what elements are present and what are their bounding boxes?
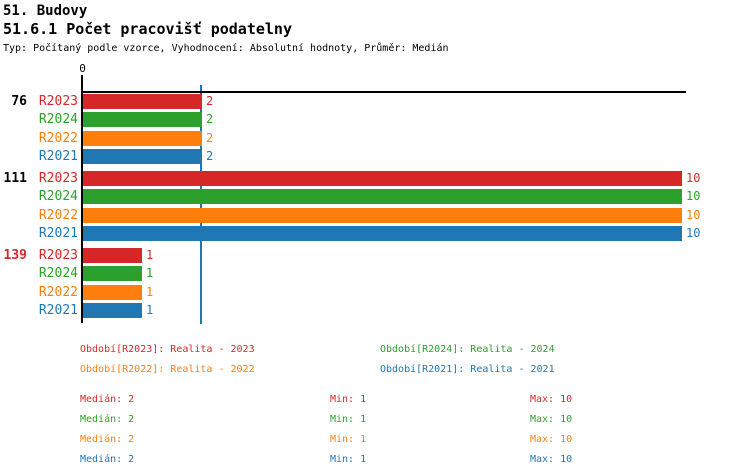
x-axis-zero-label: 0 xyxy=(79,62,86,75)
bar xyxy=(83,171,682,186)
bar-row-label: R2021 xyxy=(38,149,78,164)
bar-row-label: R2022 xyxy=(38,285,78,300)
bar xyxy=(83,94,202,109)
stat-min: Min: 1 xyxy=(330,394,367,405)
stat-max: Max: 10 xyxy=(530,454,573,465)
bar-row-label: R2023 xyxy=(38,94,78,109)
stat-median: Medián: 2 xyxy=(80,454,135,465)
group-label: 139 xyxy=(3,248,27,263)
bar-row-label: R2023 xyxy=(38,171,78,186)
bar xyxy=(83,226,682,241)
bar-value-label: 1 xyxy=(146,266,154,280)
bar xyxy=(83,112,202,127)
section-title: 51.6.1 Počet pracovišť podatelny xyxy=(3,20,292,38)
bar-value-label: 2 xyxy=(206,112,214,126)
bar-value-label: 2 xyxy=(206,131,214,145)
bar-row-label: R2022 xyxy=(38,131,78,146)
stat-min: Min: 1 xyxy=(330,454,367,465)
bar-value-label: 10 xyxy=(686,171,701,185)
bar-row-label: R2021 xyxy=(38,303,78,318)
median-line xyxy=(199,85,202,324)
stat-max: Max: 10 xyxy=(530,394,573,405)
bar-row-label: R2024 xyxy=(38,112,78,127)
legend-item: Období[R2023]: Realita - 2023 xyxy=(80,344,255,355)
bar xyxy=(83,285,142,300)
y-axis-line xyxy=(81,75,83,323)
stat-median: Medián: 2 xyxy=(80,394,135,405)
chart-meta: Typ: Počítaný podle vzorce, Vyhodnocení:… xyxy=(3,43,449,54)
bar-row-label: R2023 xyxy=(38,248,78,263)
x-axis-line xyxy=(82,91,686,93)
bar-value-label: 10 xyxy=(686,226,701,240)
legend-item: Období[R2022]: Realita - 2022 xyxy=(80,364,255,375)
stat-median: Medián: 2 xyxy=(80,434,135,445)
stat-median: Medián: 2 xyxy=(80,414,135,425)
group-label: 76 xyxy=(11,94,27,109)
stat-min: Min: 1 xyxy=(330,414,367,425)
bar-value-label: 1 xyxy=(146,285,154,299)
bar-row-label: R2024 xyxy=(38,189,78,204)
bar xyxy=(83,149,202,164)
bar xyxy=(83,248,142,263)
stat-min: Min: 1 xyxy=(330,434,367,445)
bar xyxy=(83,303,142,318)
bar-value-label: 1 xyxy=(146,303,154,317)
bar-value-label: 1 xyxy=(146,248,154,262)
bar xyxy=(83,266,142,281)
bar xyxy=(83,208,682,223)
legend-item: Období[R2024]: Realita - 2024 xyxy=(380,344,555,355)
page-title: 51. Budovy xyxy=(3,3,88,19)
bar-value-label: 10 xyxy=(686,208,701,222)
bar xyxy=(83,189,682,204)
bar-row-label: R2022 xyxy=(38,208,78,223)
bar-row-label: R2021 xyxy=(38,226,78,241)
group-label: 111 xyxy=(3,171,27,186)
bar-value-label: 2 xyxy=(206,149,214,163)
bar-row-label: R2024 xyxy=(38,266,78,281)
stat-max: Max: 10 xyxy=(530,434,573,445)
bar xyxy=(83,131,202,146)
stat-max: Max: 10 xyxy=(530,414,573,425)
bar-value-label: 2 xyxy=(206,94,214,108)
legend-item: Období[R2021]: Realita - 2021 xyxy=(380,364,555,375)
bar-value-label: 10 xyxy=(686,189,701,203)
chart: 0 76 R2023 2 R2024 2 R2022 2 R2021 2 111 R2023 10 R2… xyxy=(0,58,750,333)
